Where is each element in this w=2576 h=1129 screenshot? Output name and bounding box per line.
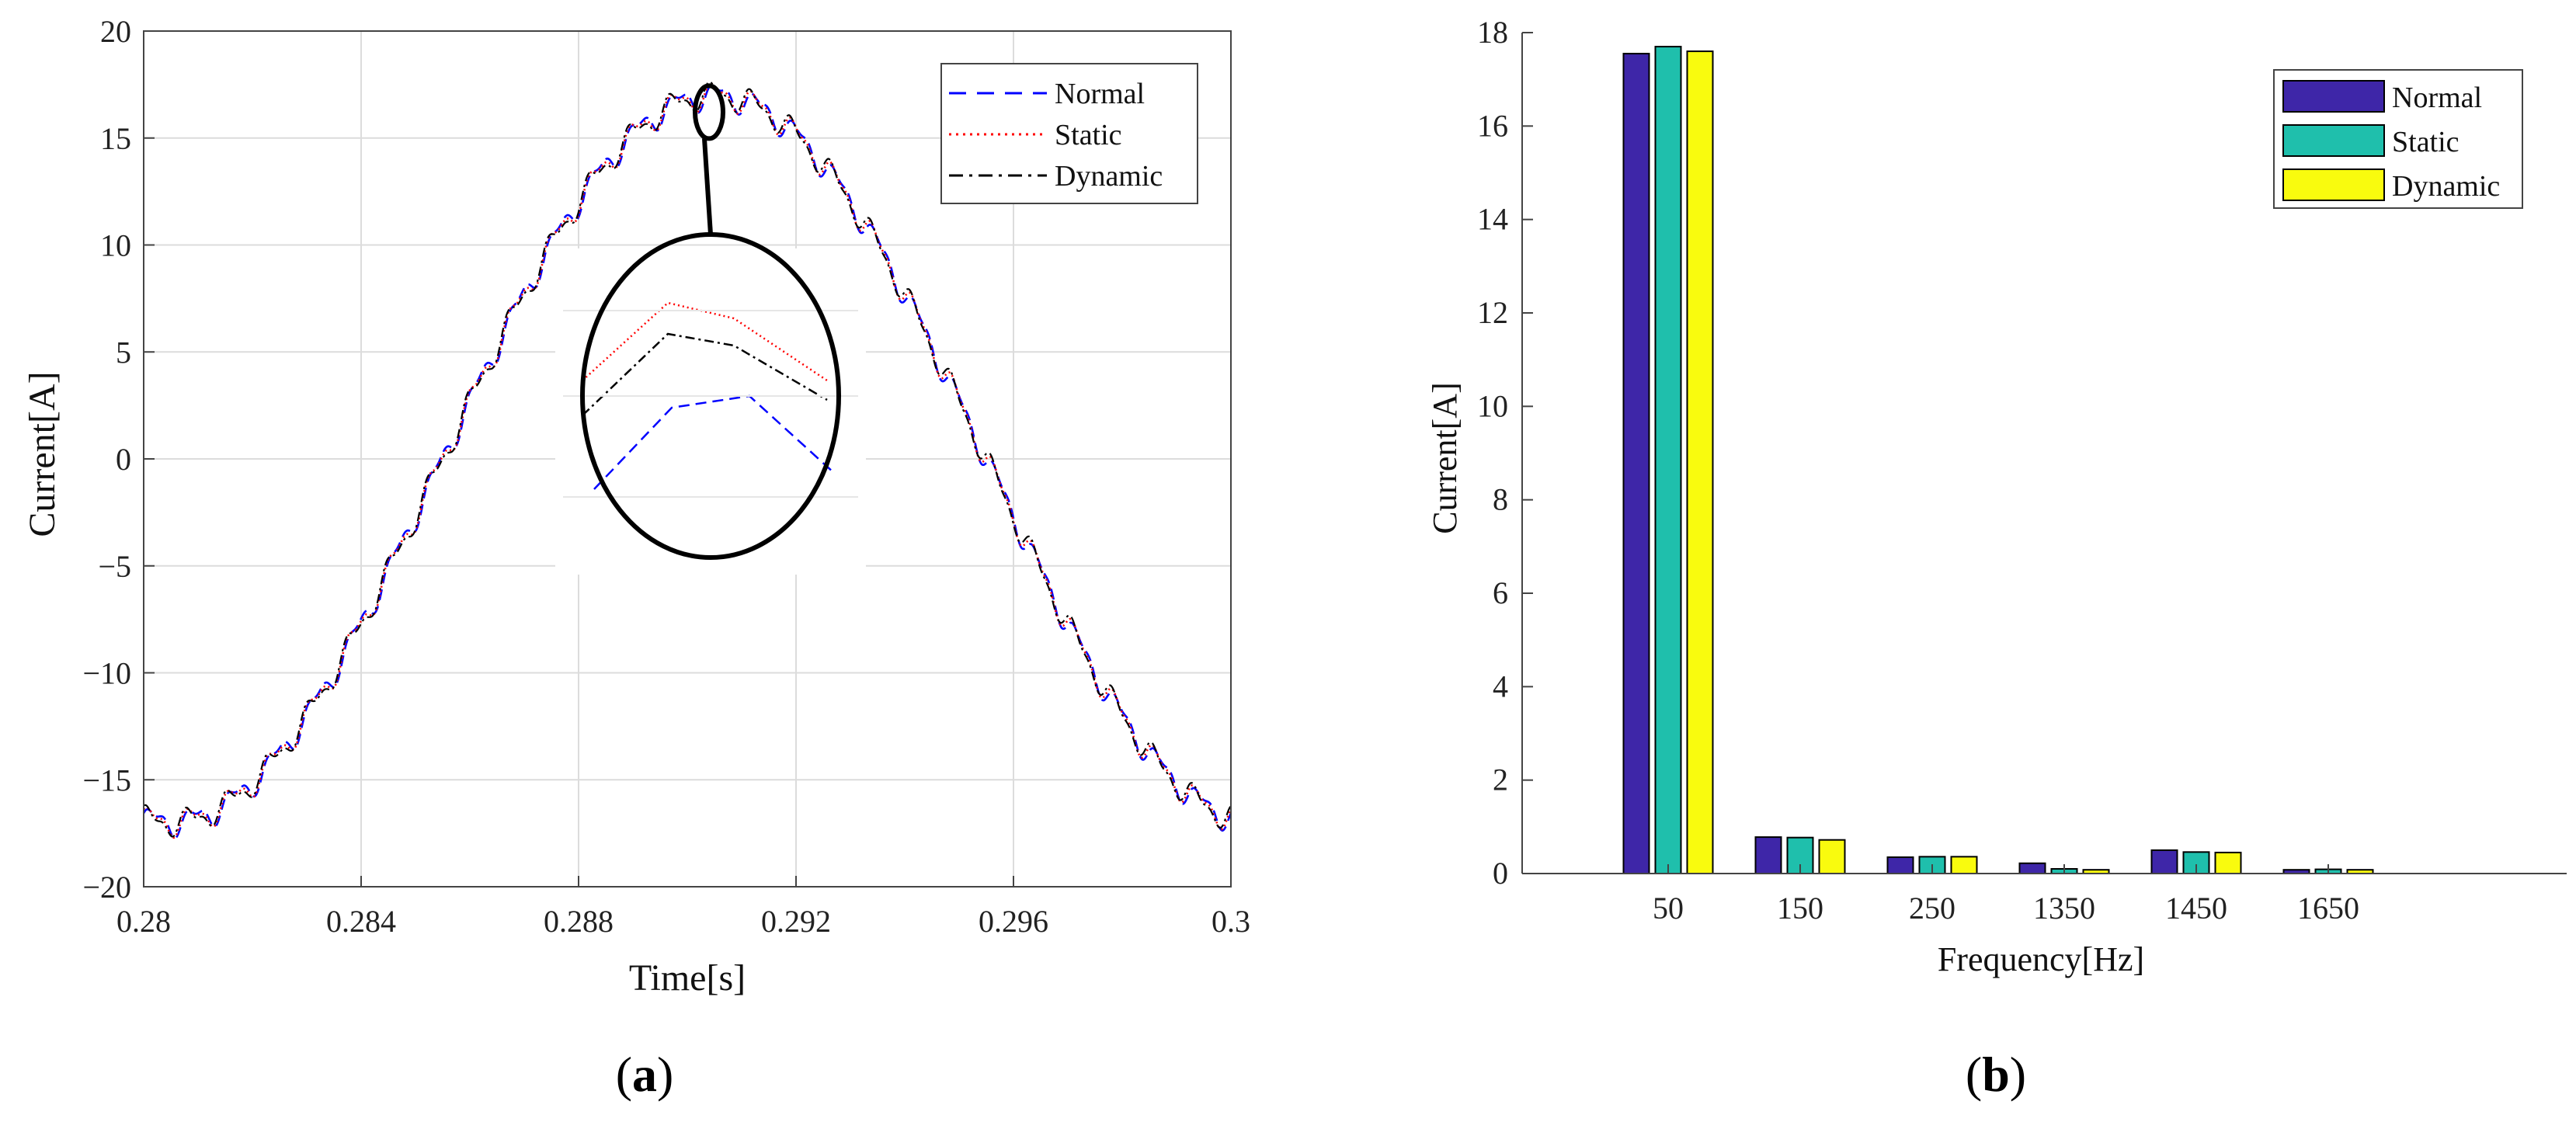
chart-b-y-tick-label: 4 <box>1493 669 1508 703</box>
bar-normal-250 <box>1886 856 1914 874</box>
legend-dynamic-bar-swatch <box>2282 168 2385 201</box>
chart-b-x-axis-label: Frequency[Hz] <box>1938 940 2144 978</box>
chart-b-y-tick-label: 8 <box>1493 482 1508 517</box>
chart-a-y-tick-label: −15 <box>82 763 131 797</box>
bar-normal-150 <box>1754 836 1782 874</box>
chart-b-y-tick-label: 16 <box>1477 108 1508 143</box>
legend-normal-label: Normal <box>2392 82 2482 114</box>
chart-b-y-tick-label: 2 <box>1493 763 1508 797</box>
inset-source-marker <box>693 83 725 141</box>
chart-a-series-static <box>142 82 1232 839</box>
chart-b-x-ticks: 50 150 250 1350 1450 1650 <box>1653 864 2359 926</box>
chart-b-x-tick-label: 150 <box>1777 891 1823 926</box>
chart-a-y-tick-label: −20 <box>82 870 131 905</box>
chart-b-y-tick-label: 12 <box>1477 295 1508 330</box>
chart-a-y-tick-label: 15 <box>100 121 131 156</box>
chart-b-y-tick-label: 18 <box>1477 15 1508 50</box>
chart-b-x-tick-label: 1650 <box>2297 891 2359 926</box>
chart-a-y-tick-label: 20 <box>100 14 131 49</box>
chart-b-x-tick-label: 50 <box>1653 891 1684 926</box>
chart-a-y-ticks: 20 15 10 5 0 −5 −10 −15 −20 <box>82 14 155 905</box>
chart-b-frequency-spectrum: 50 150 250 1350 1450 1650 0 2 4 6 8 10 12 14 16 18 Nor… <box>1426 15 2567 978</box>
bar-static-50 <box>1654 46 1682 874</box>
bar-normal-1350 <box>2018 862 2046 874</box>
chart-b-y-tick-label: 14 <box>1477 202 1508 237</box>
chart-b-bars <box>1622 46 2374 875</box>
bar-dynamic-150 <box>1818 839 1846 875</box>
chart-a-x-ticks: 0.28 0.284 0.288 0.292 0.296 0.3 <box>116 876 1250 939</box>
legend-static-label: Static <box>1055 119 1122 151</box>
chart-a-x-tick-label: 0.28 <box>116 904 171 939</box>
legend-dynamic-label: Dynamic <box>2392 170 2500 203</box>
inset-zoom-ellipse <box>580 232 841 560</box>
chart-a-series-lines <box>142 81 1232 839</box>
chart-b-x-tick-label: 1450 <box>2165 891 2227 926</box>
chart-a-legend: Normal Static Dynamic <box>940 63 1198 204</box>
chart-b-y-ticks: 0 2 4 6 8 10 12 14 16 18 <box>1477 15 1533 891</box>
chart-a-x-axis-label: Time[s] <box>629 957 746 999</box>
panel-b-caption: (b) <box>1966 1047 2026 1102</box>
chart-a-y-tick-label: 0 <box>116 442 131 477</box>
bar-dynamic-250 <box>1950 856 1978 874</box>
chart-a-series-normal <box>142 84 1232 839</box>
bar-normal-50 <box>1622 53 1650 875</box>
chart-a-y-tick-label: −5 <box>98 549 131 584</box>
inset-trace-dynamic <box>582 332 828 416</box>
legend-normal-label: Normal <box>1055 78 1145 110</box>
chart-a-x-tick-label: 0.292 <box>761 904 831 939</box>
inset-background <box>555 248 866 575</box>
chart-b-x-tick-label: 1350 <box>2033 891 2095 926</box>
legend-static-bar-swatch <box>2282 124 2385 157</box>
chart-b-legend: Normal Static Dynamic <box>2273 69 2523 209</box>
chart-b-y-axis-label: Current[A] <box>1426 382 1464 534</box>
chart-a-x-tick-label: 0.288 <box>544 904 614 939</box>
chart-b-x-tick-label: 250 <box>1909 891 1955 926</box>
legend-normal-bar-swatch <box>2282 80 2385 113</box>
legend-dynamic-label: Dynamic <box>1055 160 1163 193</box>
chart-a-zoom-inset <box>555 83 866 575</box>
bar-normal-1450 <box>2150 849 2178 874</box>
chart-a-y-axis-label: Current[A] <box>22 371 63 537</box>
chart-a-y-tick-label: 5 <box>116 335 131 370</box>
chart-b-y-tick-label: 0 <box>1493 856 1508 891</box>
chart-b-y-tick-label: 10 <box>1477 388 1508 423</box>
bar-dynamic-1450 <box>2214 851 2242 875</box>
chart-a-x-tick-label: 0.3 <box>1212 904 1250 939</box>
chart-a-y-tick-label: 10 <box>100 228 131 263</box>
chart-a-x-tick-label: 0.296 <box>979 904 1048 939</box>
chart-a-y-tick-label: −10 <box>82 656 131 691</box>
chart-b-y-tick-label: 6 <box>1493 575 1508 610</box>
inset-connector-line <box>702 138 713 235</box>
panel-a-caption: (a) <box>616 1047 674 1102</box>
legend-static-label: Static <box>2392 126 2460 158</box>
chart-a-series-dynamic <box>143 81 1232 838</box>
chart-a-time-domain: 0.28 0.284 0.288 0.292 0.296 0.3 20 15 10 5 0 −5 −1… <box>22 14 1250 999</box>
bar-dynamic-50 <box>1686 50 1714 875</box>
chart-a-x-tick-label: 0.284 <box>326 904 396 939</box>
inset-trace-normal <box>593 394 836 490</box>
